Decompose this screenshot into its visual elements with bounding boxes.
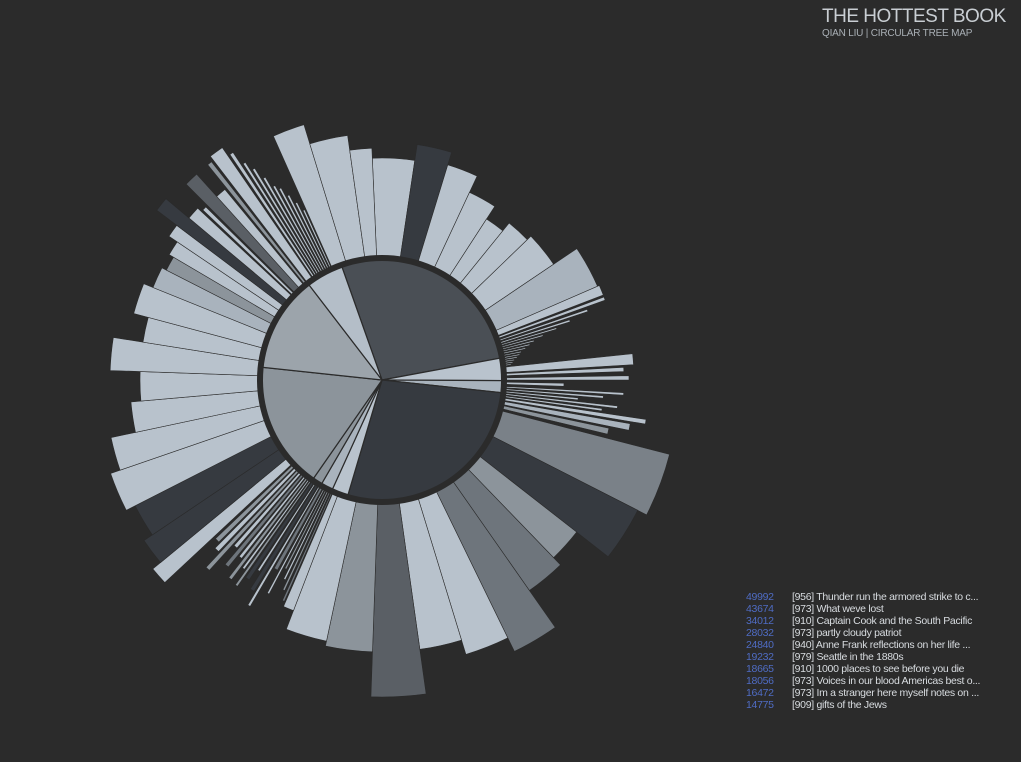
legend-row: 49992 [956] Thunder run the armored strik…: [746, 591, 980, 603]
book-title: [910] Captain Cook and the South Pacific: [792, 615, 973, 627]
chart-subtitle: QIAN LIU | CIRCULAR TREE MAP: [822, 28, 973, 39]
book-title: [973] What weve lost: [792, 603, 884, 615]
book-count: 34012: [746, 615, 774, 627]
wedge-bar-25: [501, 375, 630, 381]
book-title: [973] partly cloudy patriot: [792, 627, 902, 639]
wedge-bar-26: [501, 381, 565, 387]
legend-row: 16472 [973] Im a stranger here myself not…: [746, 687, 980, 699]
legend-row: 34012 [910] Captain Cook and the South Pa…: [746, 615, 980, 627]
book-count: 19232: [746, 651, 774, 663]
legend-row: 18665 [910] 1000 places to see before you…: [746, 663, 980, 675]
top-books-legend: 49992 [956] Thunder run the armored strik…: [746, 591, 980, 711]
book-count: 24840: [746, 639, 774, 651]
book-title: [979] Seattle in the 1880s: [792, 651, 904, 663]
center-ring: [257, 255, 507, 505]
book-count: 43674: [746, 603, 774, 615]
book-title: [910] 1000 places to see before you die: [792, 663, 965, 675]
inner-pie: [259, 257, 505, 503]
book-title: [956] Thunder run the armored strike to …: [792, 591, 979, 603]
book-count: 14775: [746, 699, 774, 711]
legend-row: 18056 [973] Voices in our blood Americas …: [746, 675, 980, 687]
legend-row: 28032 [973] partly cloudy patriot: [746, 627, 980, 639]
book-count: 18056: [746, 675, 774, 687]
book-count: 18665: [746, 663, 774, 675]
book-title: [973] Im a stranger here myself notes on…: [792, 687, 979, 699]
legend-row: 19232 [979] Seattle in the 1880s: [746, 651, 980, 663]
book-title: [940] Anne Frank reflections on her life…: [792, 639, 971, 651]
legend-row: 43674 [973] What weve lost: [746, 603, 980, 615]
book-title: [973] Voices in our blood Americas best …: [792, 675, 981, 687]
book-count: 28032: [746, 627, 774, 639]
title-block: THE HOTTEST BOOK QIAN LIU | CIRCULAR TRE…: [822, 6, 1006, 40]
book-count: 16472: [746, 687, 774, 699]
legend-row: 14775 [909] gifts of the Jews: [746, 699, 980, 711]
book-count: 49992: [746, 591, 774, 603]
chart-title: THE HOTTEST BOOK: [822, 6, 1006, 27]
legend-row: 24840 [940] Anne Frank reflections on her…: [746, 639, 980, 651]
book-title: [909] gifts of the Jews: [792, 699, 887, 711]
